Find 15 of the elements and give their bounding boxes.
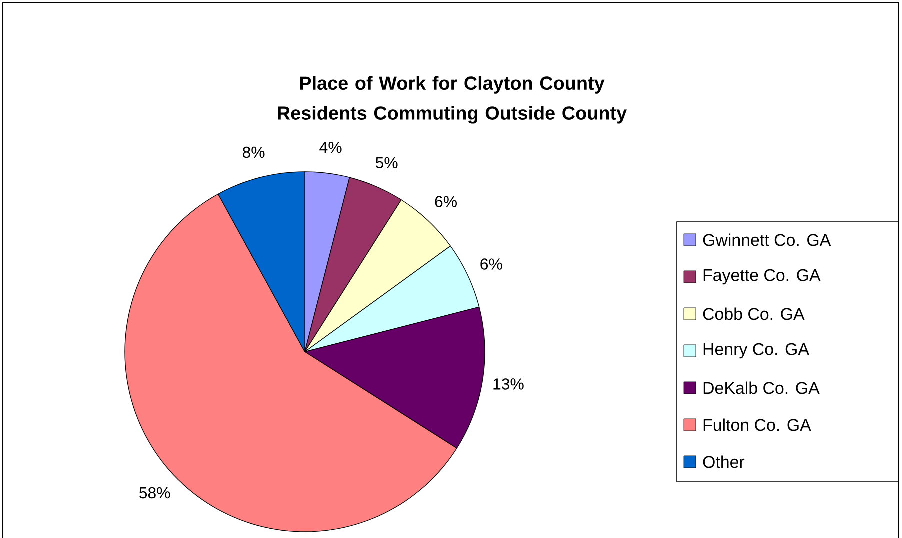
data-label: 5% (376, 157, 398, 168)
legend-label: Henry Co. GA (704, 343, 810, 358)
data-label: 13% (494, 378, 524, 390)
data-label: 8% (242, 146, 265, 158)
data-label: 6% (480, 258, 502, 270)
data-label: 58% (140, 487, 170, 498)
chart-title: Place of Work for Clayton County Residents Commuting Outside County (278, 76, 627, 124)
legend-label: Other (703, 456, 745, 468)
legend-label: Fulton Co. GA (704, 418, 812, 431)
data-label: 4% (320, 142, 342, 153)
legend-label: Cobb Co. GA (703, 308, 805, 320)
legend-label: Fayette Co. GA (704, 269, 821, 284)
legend-label: Gwinnett Co. GA (703, 234, 832, 246)
data-label: 6% (435, 196, 457, 208)
legend-label: DeKalb Co. GA (704, 382, 820, 394)
